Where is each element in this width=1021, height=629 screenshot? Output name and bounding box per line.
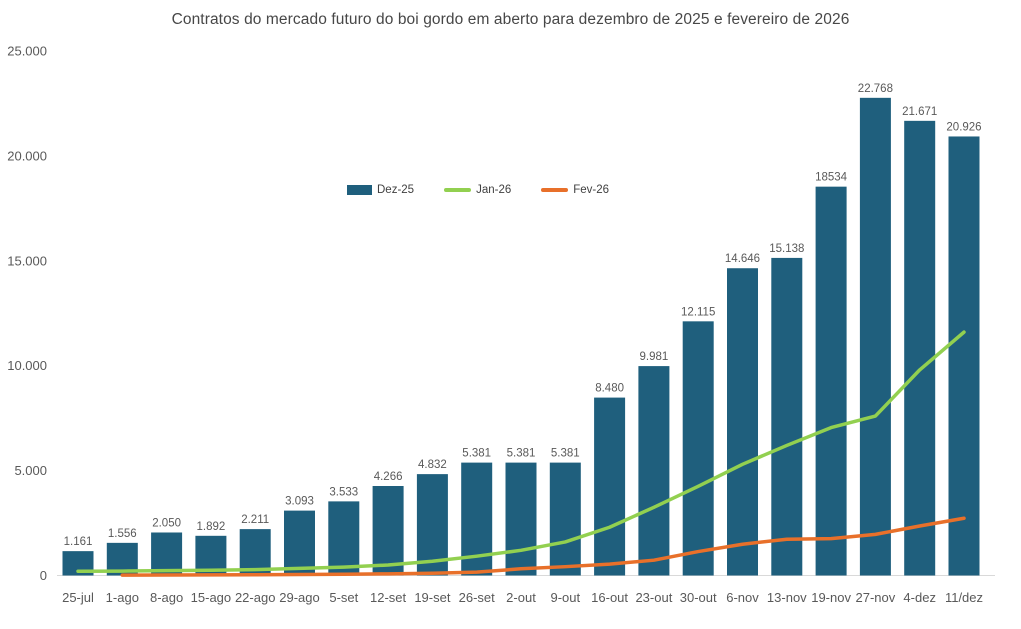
legend-label: Fev-26 [573, 184, 610, 196]
x-tick-label: 16-out [591, 590, 628, 605]
x-tick-label: 26-set [459, 590, 496, 605]
bar-value-label: 1.556 [108, 528, 137, 540]
y-tick-label: 0 [40, 568, 47, 583]
bar-value-label: 15.138 [769, 243, 804, 255]
x-tick-label: 29-ago [279, 590, 319, 605]
bar-value-label: 14.646 [725, 253, 760, 265]
x-tick-label: 30-out [680, 590, 717, 605]
bar-dez-25[interactable] [904, 120, 936, 576]
chart-title: Contratos do mercado futuro do boi gordo… [171, 11, 850, 28]
line-fev-26[interactable] [120, 516, 966, 577]
bar-value-label: 3.533 [329, 486, 358, 498]
x-tick-label: 2-out [506, 590, 536, 605]
x-tick-label: 27-nov [856, 590, 896, 605]
bar-value-label: 4.832 [418, 459, 447, 471]
bar-dez-25[interactable] [284, 510, 315, 576]
x-tick-label: 6-nov [726, 590, 759, 605]
x-tick-label: 22-ago [235, 590, 275, 605]
legend-line-swatch [444, 188, 472, 192]
y-tick-label: 15.000 [7, 253, 47, 268]
x-tick-label: 23-out [635, 590, 672, 605]
bar-value-label: 9.981 [640, 351, 669, 363]
y-tick-label: 25.000 [7, 44, 47, 59]
legend-item-jan-26[interactable]: Jan-26 [444, 184, 511, 196]
bar-dez-25[interactable] [638, 366, 670, 576]
x-tick-label: 25-jul [62, 590, 94, 605]
bar-value-label: 8.480 [595, 383, 624, 395]
legend-bar-swatch [347, 185, 372, 195]
bar-value-label: 22.768 [858, 83, 893, 95]
x-tick-label: 4-dez [903, 590, 936, 605]
bar-value-label: 3.093 [285, 496, 314, 508]
legend: Dez-25 Jan-26 Fev-26 [347, 184, 609, 196]
x-tick-label: 11/dez [945, 590, 983, 605]
bar-value-label: 1.892 [197, 521, 226, 533]
bar-value-label: 5.381 [507, 448, 536, 460]
bar-dez-25[interactable] [505, 462, 537, 576]
y-tick-label: 10.000 [7, 358, 47, 373]
bar-dez-25[interactable] [727, 268, 758, 576]
bar-dez-25[interactable] [372, 485, 404, 576]
legend-label: Dez-25 [377, 184, 415, 196]
x-tick-label: 15-ago [191, 590, 231, 605]
bar-value-label: 5.381 [551, 448, 580, 460]
bar-value-label: 2.211 [241, 514, 269, 526]
x-tick-label: 19-nov [811, 590, 851, 605]
bar-value-label: 21.671 [902, 106, 937, 118]
bar-dez-25[interactable] [328, 501, 360, 576]
bar-value-label: 20.926 [946, 121, 981, 133]
bar-value-label: 12.115 [681, 306, 715, 318]
bar-value-label: 5.381 [462, 448, 491, 460]
y-tick-label: 5.000 [14, 463, 47, 478]
legend-line-swatch [541, 188, 569, 192]
x-tick-label: 19-set [414, 590, 451, 605]
x-tick-label: 8-ago [150, 590, 183, 605]
bar-dez-25[interactable] [771, 257, 803, 576]
x-tick-label: 12-set [370, 590, 407, 605]
legend-label: Jan-26 [476, 184, 512, 196]
bar-dez-25[interactable] [151, 532, 183, 576]
bar-dez-25[interactable] [549, 462, 581, 576]
y-tick-label: 20.000 [7, 148, 47, 163]
legend-item-dez-25[interactable]: Dez-25 [347, 184, 414, 196]
bar-value-label: 4.266 [374, 471, 403, 483]
x-tick-label: 9-out [550, 590, 580, 605]
x-tick-label: 5-set [329, 590, 358, 605]
bar-dez-25[interactable] [859, 97, 891, 576]
bar-value-label: 18534 [815, 172, 848, 184]
bar-value-label: 2.050 [152, 517, 181, 529]
line-jan-26[interactable] [76, 330, 966, 574]
bar-dez-25[interactable] [682, 321, 714, 576]
legend-item-fev-26[interactable]: Fev-26 [541, 184, 609, 196]
x-tick-label: 1-ago [106, 590, 139, 605]
bar-dez-25[interactable] [948, 136, 980, 576]
bar-dez-25[interactable] [594, 397, 626, 576]
x-tick-label: 13-nov [767, 590, 807, 605]
bar-value-label: 1.161 [64, 536, 93, 548]
bar-dez-25[interactable] [815, 186, 847, 576]
